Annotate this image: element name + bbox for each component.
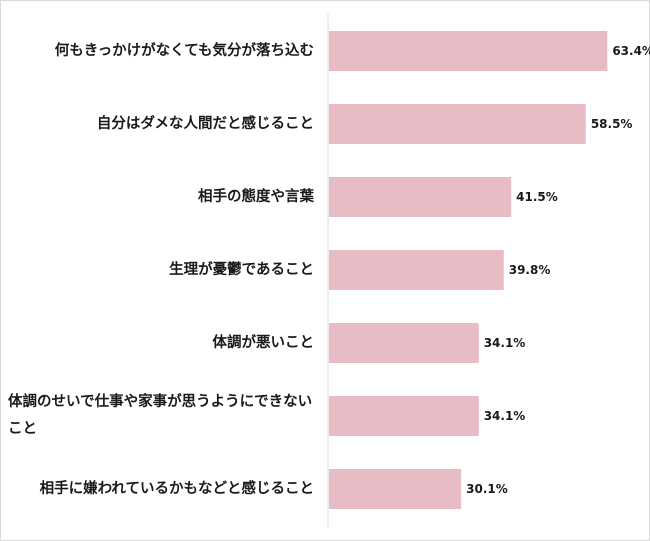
value-label: 41.5% <box>516 190 558 204</box>
category-label: 自分はダメな人間だと感じること <box>96 115 314 132</box>
category-label: 体調のせいで仕事や家事が思うようにできないこと <box>8 394 313 437</box>
value-label: 34.1% <box>483 409 526 423</box>
bar <box>329 323 479 363</box>
value-label: 58.5% <box>590 117 633 131</box>
value-label: 30.1% <box>466 482 508 496</box>
value-label: 39.8% <box>508 263 551 277</box>
bar <box>329 396 479 436</box>
bar <box>329 250 504 290</box>
category-label: 相手の態度や言葉 <box>198 188 314 205</box>
bar <box>329 469 462 509</box>
category-label: 生理が憂鬱であること <box>169 261 314 278</box>
category-label: 相手に嫌われているかもなどと感じること <box>39 480 314 497</box>
bar <box>329 177 512 217</box>
bar <box>329 104 586 144</box>
value-label: 34.1% <box>483 336 526 350</box>
category-label: 体調が悪いこと <box>212 334 315 351</box>
value-label: 63.4% <box>612 44 650 58</box>
category-label: 何もきっかけがなくても気分が落ち込む <box>54 42 314 59</box>
bar <box>329 31 608 71</box>
